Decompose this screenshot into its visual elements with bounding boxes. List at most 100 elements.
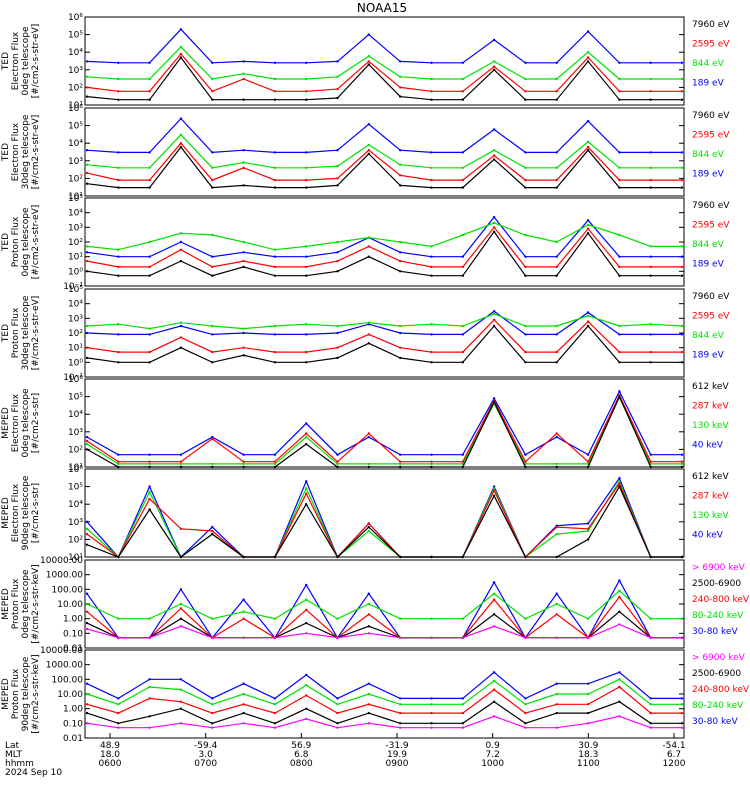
data-point [586, 30, 590, 33]
series-line [86, 395, 682, 468]
data-point [555, 265, 558, 269]
data-point [399, 149, 402, 152]
data-point [367, 333, 370, 336]
y-axis-label: MEPED Proton Flux 0deg telescope [#/cm2-s-s… [1, 564, 41, 643]
data-point [336, 270, 339, 273]
data-point [461, 726, 464, 729]
data-point [524, 361, 527, 364]
data-point [148, 186, 151, 189]
data-point [117, 555, 120, 559]
data-point [524, 233, 527, 237]
data-point [367, 613, 370, 616]
x-tick-label: 30.9 [578, 741, 598, 751]
y-tick-label: 10⁵ [68, 122, 83, 132]
legend-entry: 130 keV [692, 511, 729, 521]
data-point [305, 178, 308, 182]
data-point [586, 529, 590, 533]
data-point [305, 98, 308, 101]
data-point [85, 182, 89, 185]
data-point [305, 608, 308, 611]
data-point [179, 462, 183, 466]
data-point [680, 460, 684, 463]
data-point [680, 711, 684, 715]
data-point [524, 186, 527, 189]
data-point [649, 555, 652, 559]
legend-entry: 844 eV [692, 240, 725, 250]
data-point [117, 178, 120, 182]
data-point [680, 555, 684, 559]
data-point [179, 678, 183, 681]
series-line [86, 142, 682, 181]
data-point [524, 324, 527, 328]
y-tick-label: 10³ [68, 66, 83, 76]
chart-panel-5: 10¹ 10² 10³ 10⁴ 10⁵ 10⁶ MEPED Electron Flux 0deg… [1, 375, 729, 473]
data-point [461, 711, 464, 715]
data-point [117, 453, 120, 456]
data-point [555, 726, 558, 729]
data-point [85, 442, 89, 446]
data-point [305, 684, 308, 687]
x-tick-label: 0600 [99, 759, 122, 769]
data-point [179, 527, 183, 530]
data-point [461, 617, 464, 620]
data-point [211, 151, 214, 154]
data-point [179, 607, 183, 610]
data-point [179, 707, 183, 710]
data-point [148, 465, 151, 469]
data-point [555, 692, 558, 696]
data-point [305, 361, 308, 364]
data-point [305, 274, 308, 277]
y-axis-label-line: [#/cm2-s-str] [31, 393, 41, 453]
data-point [649, 697, 652, 700]
data-point [85, 163, 89, 166]
data-point [524, 77, 527, 81]
data-point [85, 435, 89, 439]
y-axis-label: TED Electron Flux 0deg telescope [#/cm2-s-s… [1, 24, 41, 99]
legend-entry: 2595 eV [692, 40, 730, 50]
data-point [586, 219, 590, 222]
data-point [461, 98, 464, 101]
data-point [211, 90, 214, 93]
legend-entry: 7960 eV [692, 111, 730, 121]
data-point [430, 711, 433, 715]
data-point [273, 722, 277, 725]
y-axis-label-line: Proton Flux [11, 307, 21, 358]
data-point [336, 164, 339, 168]
y-tick-label: 10⁵ [68, 31, 83, 41]
data-point [399, 331, 402, 335]
data-point [305, 598, 308, 601]
data-point [680, 255, 684, 258]
data-point [492, 487, 496, 490]
data-point [586, 320, 590, 323]
legend-entry: 2595 eV [692, 312, 730, 322]
legend-entry: 240-800 keV [692, 685, 750, 695]
data-point [555, 98, 558, 101]
data-point [430, 460, 433, 463]
data-point [242, 259, 245, 263]
data-point [586, 232, 590, 235]
y-axis-label-line: Proton Flux [11, 668, 21, 719]
data-point [492, 215, 496, 219]
data-point [305, 350, 308, 354]
data-point [680, 98, 684, 101]
data-point [430, 465, 433, 469]
legend-entry: 80-240 keV [692, 611, 744, 621]
data-point [649, 274, 652, 277]
data-point [461, 77, 464, 81]
x-tick-label: 56.9 [291, 741, 311, 751]
series-line [86, 56, 682, 101]
data-point [336, 703, 339, 706]
data-point [492, 625, 496, 628]
data-point [586, 60, 590, 63]
legend-entry: 40 keV [692, 531, 724, 541]
y-axis-label-line: Proton Flux [11, 578, 21, 629]
data-point [117, 350, 120, 354]
data-point [273, 77, 277, 81]
data-point [430, 77, 433, 81]
data-point [586, 227, 590, 230]
data-point [305, 265, 308, 269]
y-axis-label: TED Electron Flux 30deg telescope [#/cm2-s-… [1, 114, 41, 189]
data-point [305, 673, 308, 677]
y-axis-label-line: TED [1, 52, 11, 71]
series-line [86, 395, 682, 465]
